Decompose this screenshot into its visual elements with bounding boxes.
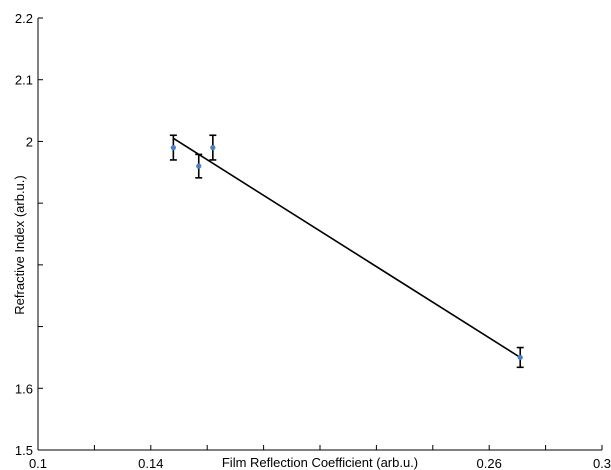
x-tick-label: 0.26 <box>477 456 502 470</box>
x-tick-label: 0.1 <box>29 456 47 470</box>
y-tick-label: 2 <box>26 134 33 149</box>
y-tick-label: 1.5 <box>15 443 33 458</box>
x-ticks: 0.1 0.14 0.26 0.3 <box>29 445 611 470</box>
x-axis-title: Film Reflection Coefficient (arb.u.) <box>222 455 418 470</box>
x-tick-label: 0.14 <box>138 456 163 470</box>
data-points <box>170 145 523 361</box>
y-axis-title: Refractive Index (arb.u.) <box>12 175 27 314</box>
x-tick-label: 0.3 <box>593 456 611 470</box>
fit-line-group <box>172 137 521 359</box>
y-tick-label: 2.2 <box>15 11 33 26</box>
data-point <box>210 145 216 151</box>
data-point <box>517 354 523 361</box>
fit-line <box>172 137 521 359</box>
data-point <box>196 163 202 169</box>
y-ticks: 1.5 1.6 2 2.1 2.2 <box>15 11 43 458</box>
axes <box>37 18 602 451</box>
data-point <box>170 145 176 151</box>
y-tick-label: 2.1 <box>15 73 33 88</box>
y-tick-label: 1.6 <box>15 381 33 396</box>
